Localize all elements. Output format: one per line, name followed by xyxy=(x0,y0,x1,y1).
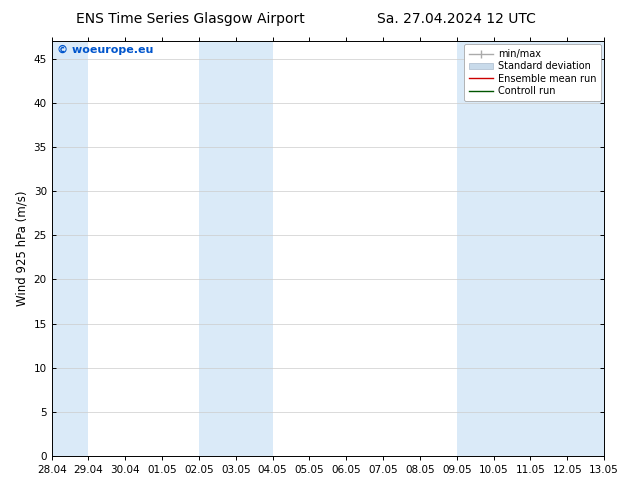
Bar xyxy=(51,41,89,456)
Y-axis label: Wind 925 hPa (m/s): Wind 925 hPa (m/s) xyxy=(15,191,28,306)
Bar xyxy=(457,41,604,456)
Text: © woeurope.eu: © woeurope.eu xyxy=(57,46,153,55)
Text: Sa. 27.04.2024 12 UTC: Sa. 27.04.2024 12 UTC xyxy=(377,12,536,26)
Text: ENS Time Series Glasgow Airport: ENS Time Series Glasgow Airport xyxy=(76,12,304,26)
Bar xyxy=(199,41,273,456)
Legend: min/max, Standard deviation, Ensemble mean run, Controll run: min/max, Standard deviation, Ensemble me… xyxy=(464,44,601,101)
